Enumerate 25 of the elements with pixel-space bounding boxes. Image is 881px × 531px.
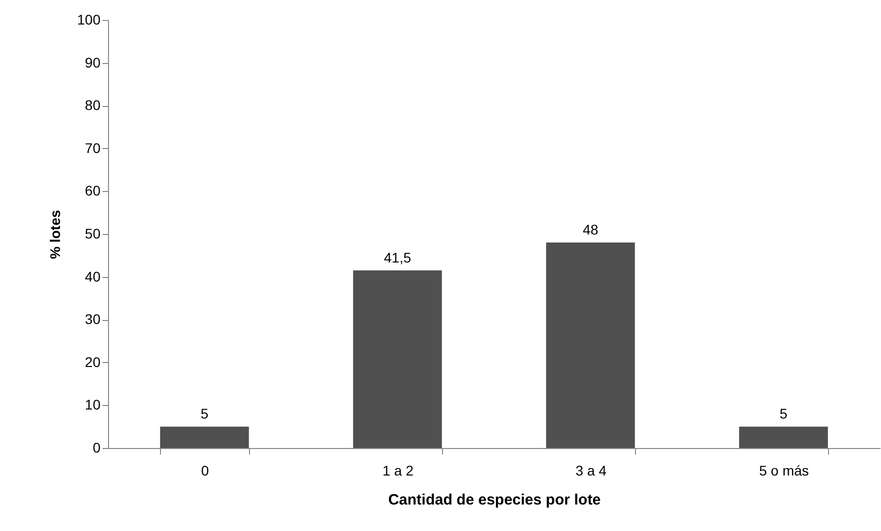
x-tick-label: 1 a 2 [382, 462, 414, 478]
x-tick-label: 3 a 4 [575, 462, 607, 478]
bar [739, 426, 828, 448]
y-tick-label: 90 [84, 54, 101, 70]
y-tick-label: 100 [77, 12, 101, 28]
y-tick-label: 10 [84, 396, 101, 413]
data-label: 5 [780, 406, 788, 422]
y-tick-label: 20 [84, 354, 101, 370]
y-tick-label: 60 [84, 182, 101, 199]
y-tick-label: 40 [84, 268, 101, 284]
y-axis-title: % lotes [47, 210, 64, 260]
x-tick-label: 0 [201, 462, 210, 478]
y-tick-label: 50 [84, 226, 101, 242]
y-tick-label: 70 [84, 140, 101, 156]
data-label: 48 [582, 222, 598, 238]
bar [160, 426, 249, 448]
bar [353, 270, 442, 448]
x-tick-label: 5 o más [759, 462, 809, 478]
data-label: 41,5 [384, 249, 412, 266]
x-axis-title: Cantidad de especies por lote [388, 492, 601, 508]
y-tick-label: 0 [92, 440, 101, 456]
data-label: 5 [200, 406, 209, 422]
y-tick-label: 30 [84, 311, 101, 328]
y-tick-label: 80 [84, 97, 101, 114]
bar [546, 242, 635, 448]
